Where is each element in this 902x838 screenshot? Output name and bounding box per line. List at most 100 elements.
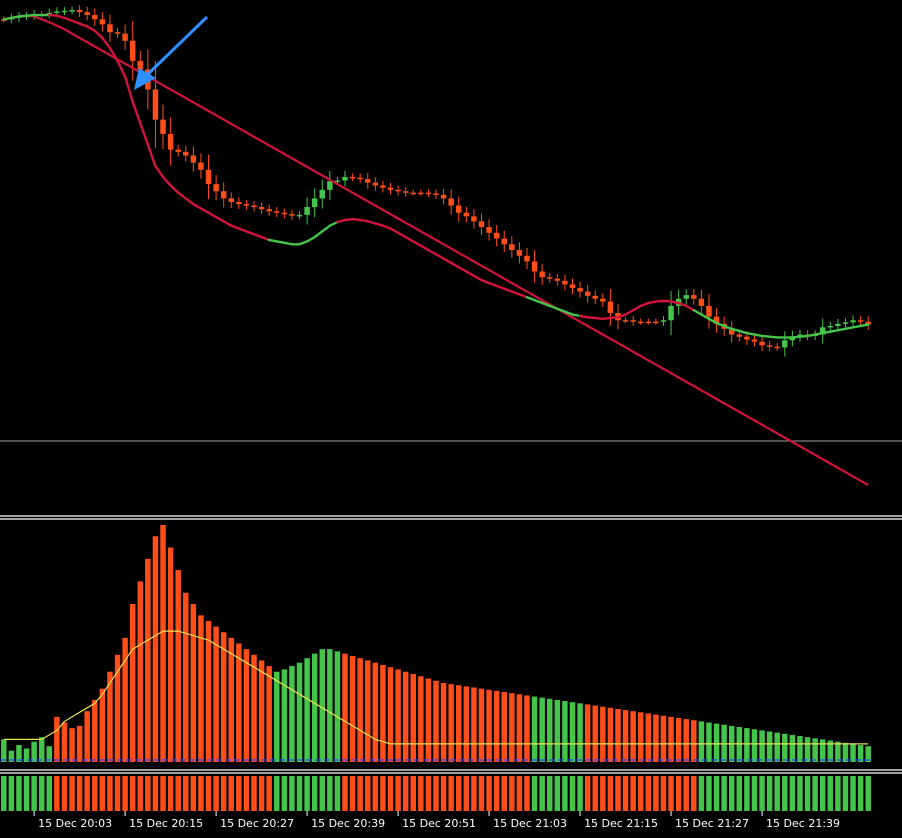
volume-bar xyxy=(190,604,197,762)
trend-strip-bar xyxy=(857,776,864,811)
volume-bar xyxy=(547,698,553,762)
candle-body xyxy=(220,191,227,199)
fast-ma-segment xyxy=(465,270,476,277)
candle-body xyxy=(372,182,379,186)
volume-bar xyxy=(99,688,106,762)
candle-body xyxy=(92,15,98,20)
fast-ma-segment xyxy=(154,164,165,179)
trend-strip-bar xyxy=(660,776,667,811)
fast-ma-segment xyxy=(2,16,13,21)
fast-ma-segment xyxy=(374,222,385,227)
candle-body xyxy=(600,298,606,302)
fast-ma-segment xyxy=(745,331,756,336)
trend-strip-bar xyxy=(213,776,219,811)
fast-ma-segment xyxy=(639,301,650,308)
fast-ma-segment xyxy=(85,25,96,32)
trend-strip xyxy=(1,776,871,811)
trend-strip-bar xyxy=(804,776,811,811)
candle-body xyxy=(266,209,272,212)
candle-body xyxy=(857,320,864,322)
x-tick-label: 15 Dec 21:27 xyxy=(675,817,749,830)
candle-body xyxy=(107,24,113,33)
candle-body xyxy=(782,340,788,348)
candle-body xyxy=(296,214,303,217)
volume-bar xyxy=(145,558,151,762)
volume-bar xyxy=(607,707,614,762)
trend-strip-bar xyxy=(630,776,636,811)
trend-strip-bar xyxy=(782,776,788,811)
fast-ma-segment xyxy=(123,75,134,103)
volume-bar xyxy=(486,689,492,762)
candle-body xyxy=(228,198,234,203)
trend-strip-bar xyxy=(554,776,561,811)
fast-ma-segment xyxy=(859,323,870,328)
fast-ma-segment xyxy=(146,143,157,168)
fast-ma-segment xyxy=(131,100,142,125)
volume-bar xyxy=(645,713,652,762)
fast-ma-segment xyxy=(791,335,802,339)
fast-ma-segment xyxy=(798,334,809,338)
trend-strip-bar xyxy=(327,776,333,811)
volume-bar xyxy=(327,649,333,762)
fast-ma-segment xyxy=(609,316,620,320)
trend-strip-bar xyxy=(615,776,621,811)
volume-bar xyxy=(592,705,598,762)
volume-bar xyxy=(539,697,545,762)
trend-strip-bar xyxy=(865,776,871,811)
volume-bar xyxy=(675,717,682,762)
trend-strip-bar xyxy=(706,776,712,811)
trend-strip-bar xyxy=(509,776,515,811)
fast-ma-segment xyxy=(404,235,415,243)
fast-ma-segment xyxy=(283,241,294,246)
fast-ma-segment xyxy=(457,266,468,273)
candle-body xyxy=(509,244,515,251)
trend-strip-bar xyxy=(653,776,659,811)
fast-ma-segment xyxy=(351,218,362,222)
volume-bar xyxy=(638,712,644,762)
volume-bar xyxy=(410,673,416,762)
volume-bar xyxy=(698,721,705,762)
volume-bar xyxy=(129,604,136,762)
fast-ma-segment xyxy=(449,261,460,269)
candle-body xyxy=(751,339,758,342)
trend-strip-bar xyxy=(683,776,689,811)
candle-body xyxy=(198,162,204,170)
trend-strip-bar xyxy=(349,776,356,811)
candle-body xyxy=(842,322,849,324)
fast-ma-segment xyxy=(722,324,733,331)
fast-ma-segment xyxy=(25,13,36,17)
volume-bar xyxy=(857,745,864,762)
fast-ma-segment xyxy=(267,238,278,243)
volume-bar xyxy=(8,750,15,762)
fast-ma-segment xyxy=(487,281,498,288)
volume-bar xyxy=(584,704,591,762)
candle-body xyxy=(448,198,454,206)
trend-strip-bar xyxy=(835,776,841,811)
candle-body xyxy=(69,10,75,12)
volume-bar xyxy=(69,728,75,762)
trend-strip-bar xyxy=(759,776,765,811)
fast-ma-segment xyxy=(328,220,339,227)
trend-strip-bar xyxy=(365,776,371,811)
volume-bar xyxy=(713,723,720,762)
candle-body xyxy=(554,278,561,281)
candle-body xyxy=(99,19,106,25)
fast-ma-segment xyxy=(70,19,81,25)
trend-strip-bar xyxy=(175,776,181,811)
fast-ma-segment xyxy=(669,300,680,305)
trend-strip-bar xyxy=(433,776,439,811)
trend-strip-bar xyxy=(766,776,773,811)
x-tick-label: 15 Dec 21:39 xyxy=(766,817,840,830)
volume-bar xyxy=(160,525,166,762)
fast-ma-segment xyxy=(563,310,574,316)
fast-ma-segment xyxy=(586,316,597,320)
volume-average-line xyxy=(3,630,869,745)
volume-bar xyxy=(683,719,689,762)
volume-bar xyxy=(819,739,826,762)
fast-ma-segment xyxy=(548,304,559,310)
fast-ma-segment xyxy=(207,211,218,219)
fast-ma-segment xyxy=(768,335,779,339)
volume-bar xyxy=(827,740,834,762)
trend-strip-bar xyxy=(69,776,75,811)
